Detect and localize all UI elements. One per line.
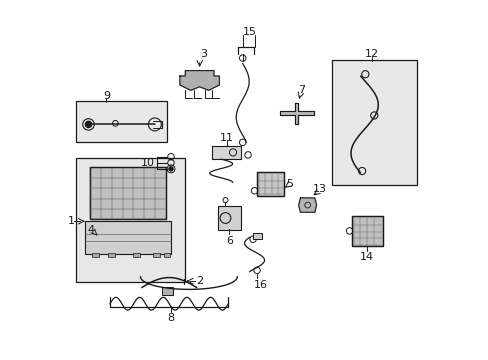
Polygon shape: [298, 198, 316, 212]
Bar: [90, 167, 165, 220]
Bar: [211, 145, 241, 159]
Text: 6: 6: [225, 235, 232, 246]
Bar: [257, 172, 284, 196]
Bar: [257, 172, 284, 196]
Bar: [90, 167, 165, 220]
Text: 11: 11: [219, 133, 233, 143]
Bar: [351, 216, 382, 246]
Circle shape: [168, 167, 173, 171]
Bar: [153, 253, 159, 257]
Text: 15: 15: [243, 27, 256, 37]
Text: 14: 14: [359, 252, 373, 262]
Text: 1: 1: [68, 216, 75, 226]
Bar: [133, 253, 140, 257]
Bar: [217, 206, 241, 230]
Text: 2: 2: [196, 276, 203, 286]
Bar: [92, 253, 99, 257]
Text: 12: 12: [364, 49, 378, 59]
Text: 4: 4: [87, 225, 94, 235]
Text: 5: 5: [286, 179, 293, 189]
Bar: [163, 253, 170, 257]
Text: 13: 13: [312, 184, 326, 194]
Bar: [76, 158, 185, 282]
Text: 16: 16: [253, 280, 267, 290]
Bar: [253, 233, 262, 239]
Circle shape: [85, 121, 92, 128]
Bar: [332, 60, 416, 185]
Polygon shape: [280, 103, 314, 125]
Text: 9: 9: [102, 91, 110, 101]
Bar: [162, 287, 172, 295]
Bar: [85, 221, 171, 253]
Text: 8: 8: [167, 314, 174, 323]
Text: 10: 10: [141, 158, 155, 168]
Text: 7: 7: [298, 85, 305, 95]
Text: 3: 3: [200, 49, 206, 59]
Bar: [76, 101, 167, 142]
Bar: [351, 216, 382, 246]
Polygon shape: [180, 71, 219, 90]
Bar: [108, 253, 115, 257]
